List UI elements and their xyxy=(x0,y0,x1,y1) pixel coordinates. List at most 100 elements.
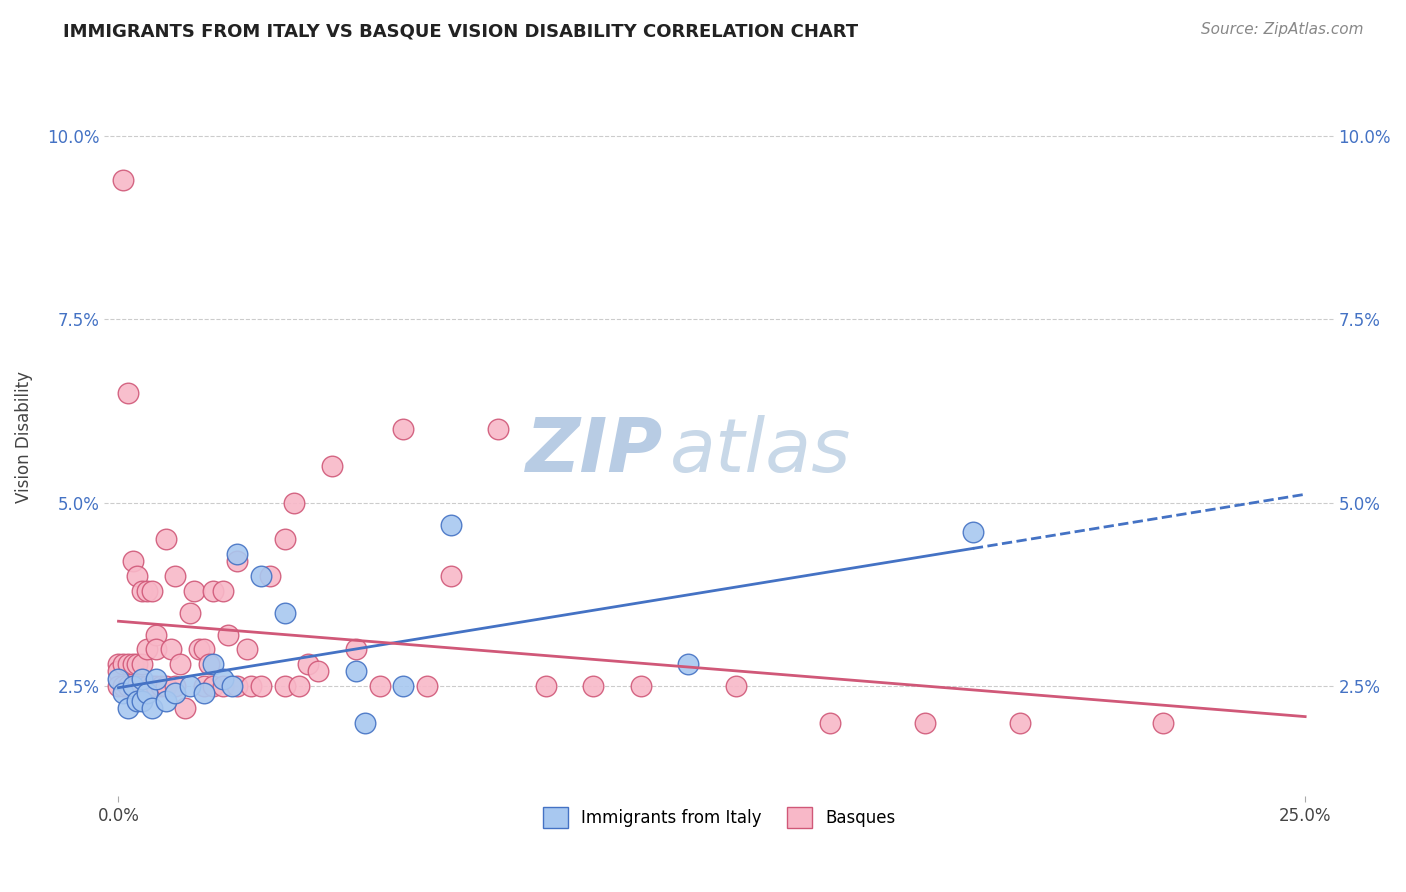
Point xyxy=(212,583,235,598)
Point xyxy=(193,686,215,700)
Text: atlas: atlas xyxy=(669,415,851,487)
Point xyxy=(117,657,139,671)
Point xyxy=(165,569,187,583)
Point xyxy=(121,679,143,693)
Point xyxy=(392,422,415,436)
Point xyxy=(131,672,153,686)
Point xyxy=(202,583,225,598)
Point xyxy=(155,533,177,547)
Point xyxy=(368,679,391,693)
Text: ZIP: ZIP xyxy=(526,415,664,488)
Point xyxy=(226,554,249,568)
Point xyxy=(136,686,159,700)
Point xyxy=(117,701,139,715)
Point xyxy=(202,679,225,693)
Point xyxy=(283,496,305,510)
Point xyxy=(259,569,281,583)
Point xyxy=(288,679,311,693)
Point xyxy=(145,628,167,642)
Point xyxy=(131,694,153,708)
Point xyxy=(914,715,936,730)
Point xyxy=(212,672,235,686)
Point xyxy=(273,533,295,547)
Point xyxy=(107,672,129,686)
Point xyxy=(440,517,463,532)
Point xyxy=(297,657,319,671)
Point xyxy=(202,657,225,671)
Point xyxy=(121,657,143,671)
Point xyxy=(676,657,699,671)
Legend: Immigrants from Italy, Basques: Immigrants from Italy, Basques xyxy=(536,801,901,835)
Point xyxy=(273,606,295,620)
Point xyxy=(416,679,439,693)
Point xyxy=(165,686,187,700)
Point xyxy=(141,701,163,715)
Point xyxy=(1152,715,1174,730)
Point xyxy=(121,554,143,568)
Point xyxy=(159,642,181,657)
Point xyxy=(250,569,273,583)
Point xyxy=(131,657,153,671)
Point xyxy=(344,665,367,679)
Text: Source: ZipAtlas.com: Source: ZipAtlas.com xyxy=(1201,22,1364,37)
Point xyxy=(193,642,215,657)
Y-axis label: Vision Disability: Vision Disability xyxy=(15,371,32,503)
Point xyxy=(307,665,329,679)
Point xyxy=(197,657,219,671)
Point xyxy=(141,583,163,598)
Point xyxy=(112,657,135,671)
Point xyxy=(235,642,257,657)
Point xyxy=(354,715,377,730)
Point xyxy=(273,679,295,693)
Point xyxy=(145,672,167,686)
Point xyxy=(112,686,135,700)
Point xyxy=(145,679,167,693)
Point xyxy=(221,679,243,693)
Point xyxy=(962,525,984,540)
Point xyxy=(630,679,652,693)
Point xyxy=(155,694,177,708)
Point xyxy=(112,173,135,187)
Point xyxy=(820,715,842,730)
Point xyxy=(392,679,415,693)
Point xyxy=(486,422,509,436)
Point xyxy=(155,679,177,693)
Point xyxy=(107,679,129,693)
Point xyxy=(1010,715,1032,730)
Point xyxy=(217,628,239,642)
Point xyxy=(136,642,159,657)
Point xyxy=(174,701,197,715)
Text: IMMIGRANTS FROM ITALY VS BASQUE VISION DISABILITY CORRELATION CHART: IMMIGRANTS FROM ITALY VS BASQUE VISION D… xyxy=(63,22,859,40)
Point xyxy=(250,679,273,693)
Point xyxy=(150,679,173,693)
Point xyxy=(724,679,747,693)
Point xyxy=(136,679,159,693)
Point xyxy=(127,694,149,708)
Point xyxy=(240,679,263,693)
Point xyxy=(145,642,167,657)
Point xyxy=(131,679,153,693)
Point xyxy=(344,642,367,657)
Point xyxy=(582,679,605,693)
Point xyxy=(127,569,149,583)
Point xyxy=(127,679,149,693)
Point xyxy=(165,679,187,693)
Point xyxy=(127,657,149,671)
Point xyxy=(121,679,143,693)
Point xyxy=(440,569,463,583)
Point xyxy=(183,583,205,598)
Point xyxy=(226,547,249,561)
Point xyxy=(212,679,235,693)
Point xyxy=(112,679,135,693)
Point xyxy=(193,679,215,693)
Point xyxy=(179,606,201,620)
Point xyxy=(107,657,129,671)
Point xyxy=(179,679,201,693)
Point xyxy=(141,679,163,693)
Point xyxy=(534,679,557,693)
Point xyxy=(117,385,139,400)
Point xyxy=(226,679,249,693)
Point xyxy=(188,642,211,657)
Point xyxy=(117,679,139,693)
Point xyxy=(169,657,191,671)
